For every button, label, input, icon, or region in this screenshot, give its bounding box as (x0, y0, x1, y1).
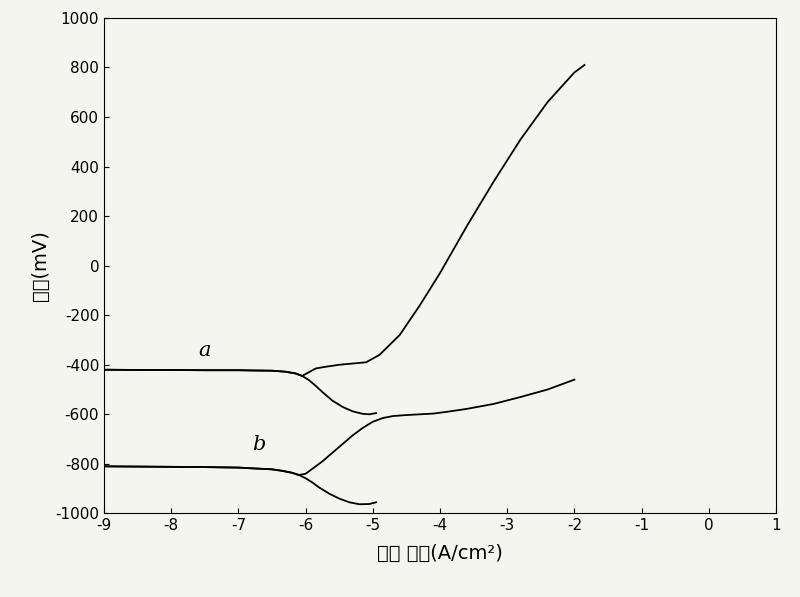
X-axis label: 电流 密度(A/cm²): 电流 密度(A/cm²) (377, 544, 503, 564)
Y-axis label: 电位(mV): 电位(mV) (30, 230, 50, 301)
Text: a: a (198, 341, 210, 360)
Text: b: b (252, 435, 266, 454)
